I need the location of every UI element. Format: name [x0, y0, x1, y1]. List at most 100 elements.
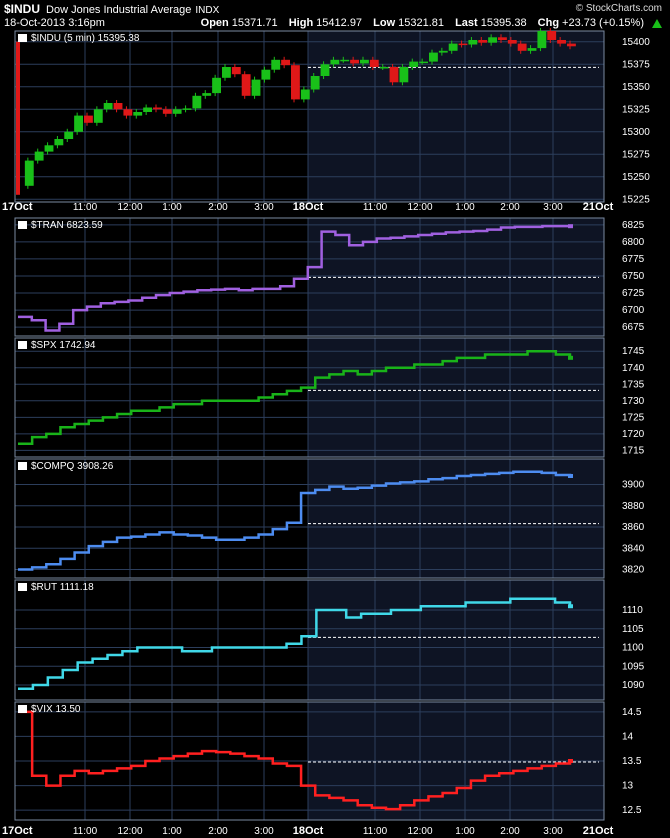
y-tick-label-spx: 1740: [622, 363, 645, 374]
candle-body: [557, 40, 566, 44]
candle-body: [350, 59, 359, 64]
y-tick-label-rut: 1100: [622, 643, 644, 654]
candle-body: [103, 103, 113, 110]
series-line-vix: [18, 710, 572, 811]
candle-body: [458, 43, 468, 46]
y-tick-label-rut: 1105: [622, 624, 644, 635]
y-tick-label-vix: 12.5: [622, 805, 642, 816]
chart-title-bar: $INDU Dow Jones Industrial Average INDX © …: [4, 2, 666, 16]
candle-body: [379, 67, 389, 69]
y-tick-label-indu: 15300: [622, 127, 650, 138]
y-tick-label-compq: 3820: [622, 565, 645, 576]
x-tick-label: 3:00: [254, 826, 274, 837]
x-tick-label: 3:00: [543, 826, 563, 837]
x-tick-label: 11:00: [363, 202, 388, 213]
candle-body: [251, 79, 261, 96]
last-label: Last: [455, 17, 478, 29]
candle-body: [44, 145, 54, 152]
candle-body: [64, 131, 74, 139]
x-tick-label: 1:00: [455, 826, 475, 837]
index-name: Dow Jones Industrial Average: [46, 4, 192, 16]
quote-bar: 18-Oct-2013 3:16pm Open 15371.71 High 1541…: [4, 17, 666, 30]
y-tick-label-spx: 1725: [622, 412, 645, 423]
panel-indu-border: [14, 30, 605, 203]
panel-spx-border: [14, 337, 605, 458]
y-tick-label-tran: 6700: [622, 305, 645, 316]
candle-body: [537, 31, 547, 49]
candle-body: [429, 52, 438, 62]
last-value-marker-tran: [568, 224, 573, 229]
x-tick-label: 1:00: [455, 202, 475, 213]
y-tick-label-spx: 1730: [622, 396, 645, 407]
legend-rut: $RUT 1111.18: [31, 582, 94, 593]
y-tick-label-indu: 15250: [622, 172, 650, 183]
y-tick-label-indu: 15350: [622, 82, 650, 93]
panel-tran-border: [14, 217, 605, 337]
y-tick-label-spx: 1715: [622, 445, 645, 456]
up-arrow-icon: [652, 19, 662, 28]
high-label: High: [288, 17, 314, 29]
candle-body: [310, 76, 320, 90]
low-value: 15321.81: [398, 17, 445, 29]
y-tick-label-compq: 3880: [622, 501, 645, 512]
panel-rut-day-shade: [308, 580, 604, 700]
y-tick-label-compq: 3840: [622, 543, 645, 554]
candle-body: [567, 43, 576, 47]
series-line-tran: [18, 224, 570, 332]
legend-tran: $TRAN 6823.59: [31, 220, 103, 231]
y-tick-label-spx: 1735: [622, 379, 645, 390]
y-tick-label-tran: 6825: [622, 220, 645, 231]
x-tick-label: 21Oct: [583, 825, 614, 837]
series-line-spx: [18, 349, 572, 446]
exchange: INDX: [195, 5, 220, 16]
x-tick-label: 18Oct: [293, 201, 324, 213]
series-line-compq: [18, 470, 572, 571]
candle-body: [419, 61, 428, 64]
candle-body: [488, 37, 497, 43]
x-tick-label: 12:00: [117, 202, 142, 213]
candle-body: [93, 109, 103, 123]
candle-body: [34, 151, 44, 161]
symbol: $INDU: [4, 2, 41, 16]
x-tick-label: 2:00: [500, 826, 520, 837]
candle-body: [222, 67, 231, 78]
candle-body: [517, 43, 527, 51]
panel-vix-border: [14, 701, 605, 821]
y-tick-label-tran: 6725: [622, 288, 645, 299]
candle-body: [74, 115, 83, 132]
legend-swatch-icon: [18, 583, 27, 591]
x-tick-label: 1:00: [162, 202, 182, 213]
y-tick-label-rut: 1095: [622, 661, 645, 672]
stockcharts-brand[interactable]: © StockCharts.com: [575, 3, 662, 14]
y-tick-label-vix: 14.5: [622, 707, 642, 718]
candle-body: [438, 50, 448, 53]
y-tick-label-indu: 15400: [622, 37, 650, 48]
candle-body: [261, 69, 271, 80]
series-line-rut: [18, 597, 572, 690]
x-tick-label: 3:00: [254, 202, 274, 213]
y-tick-label-rut: 1110: [622, 605, 643, 616]
legend-compq: $COMPQ 3908.26: [31, 461, 114, 472]
x-tick-label: 11:00: [73, 202, 98, 213]
y-tick-label-tran: 6800: [622, 237, 645, 248]
legend-swatch-icon: [18, 462, 27, 470]
x-tick-label: 11:00: [363, 826, 388, 837]
y-tick-label-compq: 3860: [622, 522, 645, 533]
candle-body: [409, 61, 419, 67]
legend-spx: $SPX 1742.94: [31, 340, 96, 351]
x-tick-label: 1:00: [162, 826, 182, 837]
candle-body: [498, 37, 507, 40]
candle-body: [281, 59, 290, 66]
candle-body: [153, 107, 162, 110]
candle-body: [360, 59, 369, 64]
x-tick-label: 2:00: [500, 202, 520, 213]
y-tick-label-tran: 6775: [622, 254, 645, 265]
chg-label: Chg: [537, 17, 560, 29]
candle-body: [468, 40, 478, 45]
candle-body: [202, 93, 212, 96]
open-value: 15371.71: [231, 17, 278, 29]
panel-indu-day-shade: [308, 31, 604, 202]
y-tick-label-indu: 15275: [622, 149, 650, 160]
candle-body: [241, 74, 251, 96]
candle-body: [24, 160, 34, 186]
